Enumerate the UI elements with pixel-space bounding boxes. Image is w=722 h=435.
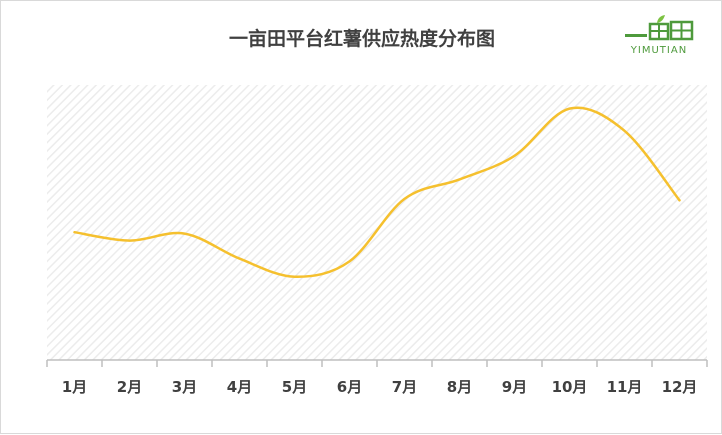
x-tick-label: 9月 (502, 378, 527, 396)
x-axis-ticks (46, 360, 708, 367)
data-point (676, 196, 684, 204)
x-tick-label: 4月 (227, 378, 252, 396)
data-point (566, 105, 574, 113)
x-tick-label: 2月 (117, 378, 142, 396)
data-point (346, 257, 354, 265)
x-tick-label: 5月 (282, 378, 307, 396)
x-tick-label: 1月 (62, 378, 87, 396)
x-tick-label: 10月 (552, 378, 588, 396)
data-point (291, 273, 299, 281)
logo-text: YIMUTIAN (630, 45, 687, 56)
data-point (181, 230, 189, 238)
brand-logo: YIMUTIAN (625, 15, 694, 56)
plot-area-background (47, 85, 707, 360)
data-point (71, 228, 79, 236)
x-tick-label: 3月 (172, 378, 197, 396)
data-point (126, 237, 134, 245)
data-point (511, 152, 519, 160)
x-tick-label: 7月 (392, 378, 417, 396)
data-point (401, 195, 409, 203)
data-point (456, 175, 464, 183)
x-tick-label: 8月 (447, 378, 472, 396)
logo-mark (625, 15, 694, 41)
x-tick-label: 12月 (662, 378, 698, 396)
series-group (71, 105, 684, 281)
x-tick-label: 6月 (337, 378, 362, 396)
x-axis-labels: 1月 2月 3月 4月 5月 6月 7月 8月 9月 10月 11月 12月 (62, 378, 698, 396)
data-point (236, 255, 244, 263)
chart-title: 一亩田平台红薯供应热度分布图 (229, 27, 495, 50)
data-point (621, 127, 629, 135)
x-tick-label: 11月 (607, 378, 643, 396)
series-line (73, 106, 681, 278)
